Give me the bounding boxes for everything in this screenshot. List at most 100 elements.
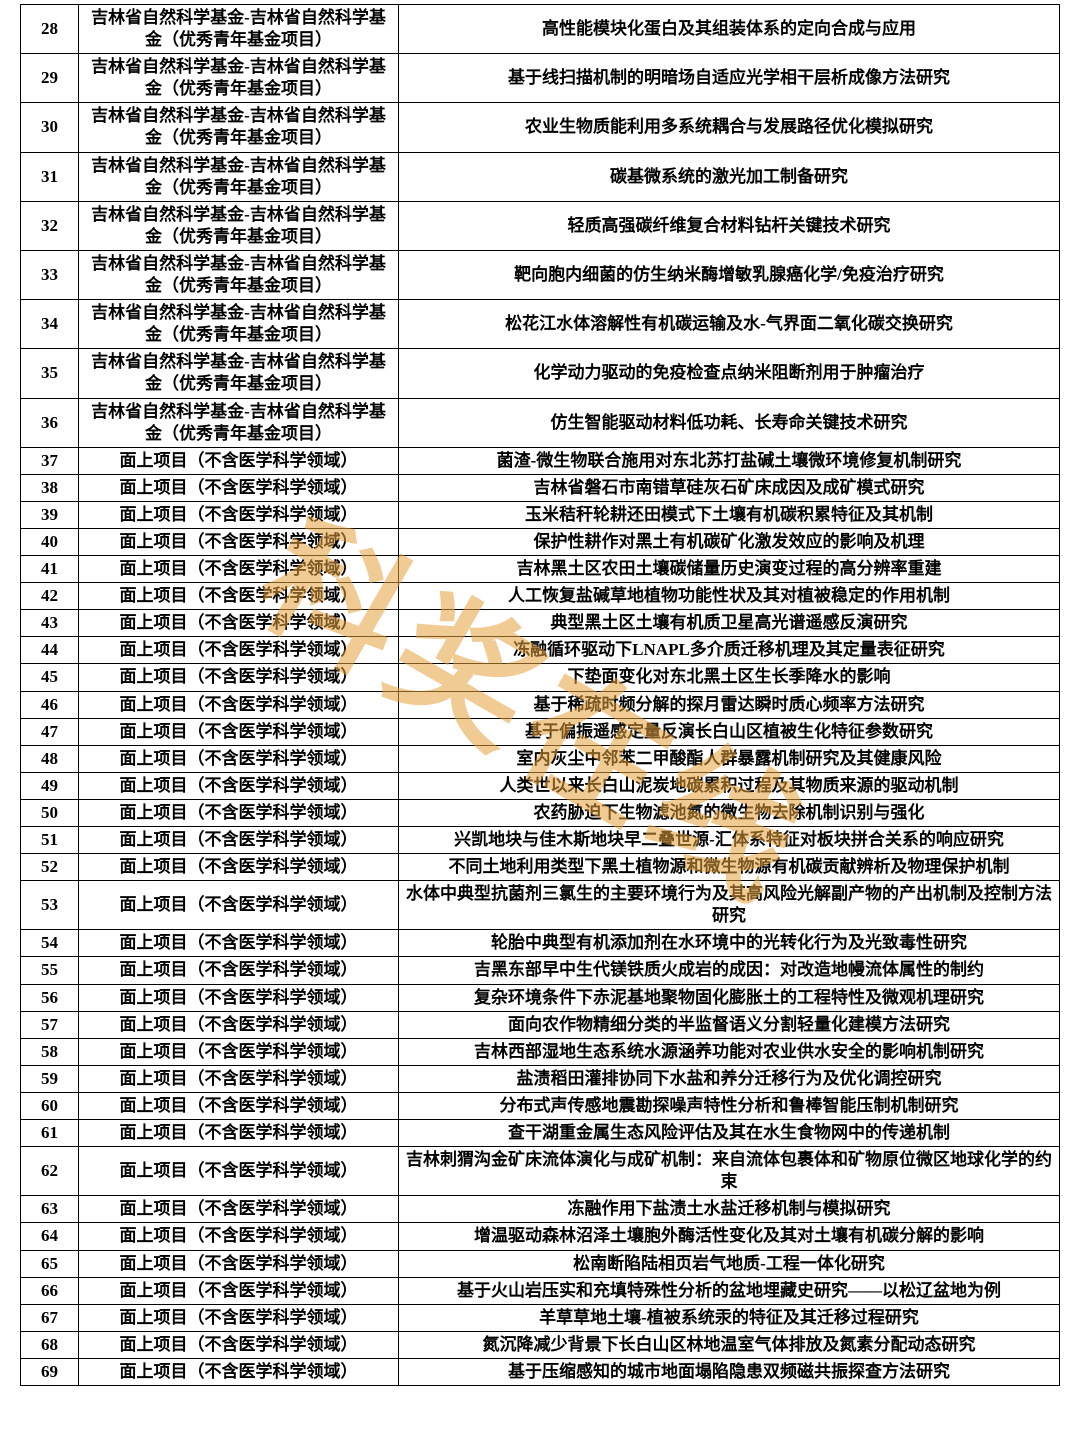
row-number: 57 — [21, 1011, 79, 1038]
table-row: 64面上项目（不含医学科学领域）增温驱动森林沼泽土壤胞外酶活性变化及其对土壤有机… — [21, 1223, 1060, 1250]
row-title: 水体中典型抗菌剂三氯生的主要环境行为及其高风险光解副产物的产出机制及控制方法研究 — [399, 881, 1060, 930]
table-row: 69面上项目（不含医学科学领域）基于压缩感知的城市地面塌陷隐患双频磁共振探查方法… — [21, 1358, 1060, 1385]
table-row: 67面上项目（不含医学科学领域）羊草草地土壤-植被系统汞的特征及其迁移过程研究 — [21, 1304, 1060, 1331]
table-row: 31吉林省自然科学基金-吉林省自然科学基金（优秀青年基金项目）碳基微系统的激光加… — [21, 152, 1060, 201]
projects-table-body: 28吉林省自然科学基金-吉林省自然科学基金（优秀青年基金项目）高性能模块化蛋白及… — [21, 5, 1060, 1386]
row-title: 复杂环境条件下赤泥基地聚物固化膨胀土的工程特性及微观机理研究 — [399, 984, 1060, 1011]
row-category: 面上项目（不含医学科学领域） — [79, 528, 399, 555]
row-category: 面上项目（不含医学科学领域） — [79, 1358, 399, 1385]
table-row: 66面上项目（不含医学科学领域）基于火山岩压实和充填特殊性分析的盆地埋藏史研究—… — [21, 1277, 1060, 1304]
row-category: 面上项目（不含医学科学领域） — [79, 745, 399, 772]
row-title: 基于偏振遥感定量反演长白山区植被生化特征参数研究 — [399, 718, 1060, 745]
row-title: 吉林省磐石市南错草硅灰石矿床成因及成矿模式研究 — [399, 474, 1060, 501]
row-title: 吉林西部湿地生态系统水源涵养功能对农业供水安全的影响机制研究 — [399, 1038, 1060, 1065]
row-category: 面上项目（不含医学科学领域） — [79, 1011, 399, 1038]
row-number: 42 — [21, 583, 79, 610]
table-row: 45面上项目（不含医学科学领域）下垫面变化对东北黑土区生长季降水的影响 — [21, 664, 1060, 691]
row-number: 33 — [21, 250, 79, 299]
row-title: 兴凯地块与佳木斯地块早二叠世源-汇体系特征对板块拼合关系的响应研究 — [399, 827, 1060, 854]
row-category: 吉林省自然科学基金-吉林省自然科学基金（优秀青年基金项目） — [79, 201, 399, 250]
row-category: 面上项目（不含医学科学领域） — [79, 447, 399, 474]
row-title: 化学动力驱动的免疫检查点纳米阻断剂用于肿瘤治疗 — [399, 349, 1060, 398]
row-title: 轻质高强碳纤维复合材料钻杆关键技术研究 — [399, 201, 1060, 250]
row-title: 分布式声传感地震勘探噪声特性分析和鲁棒智能压制机制研究 — [399, 1092, 1060, 1119]
table-row: 32吉林省自然科学基金-吉林省自然科学基金（优秀青年基金项目）轻质高强碳纤维复合… — [21, 201, 1060, 250]
table-row: 49面上项目（不含医学科学领域）人类世以来长白山泥炭地碳累积过程及其物质来源的驱… — [21, 772, 1060, 799]
row-number: 56 — [21, 984, 79, 1011]
row-title: 冻融循环驱动下LNAPL多介质迁移机理及其定量表征研究 — [399, 637, 1060, 664]
table-row: 30吉林省自然科学基金-吉林省自然科学基金（优秀青年基金项目）农业生物质能利用多… — [21, 103, 1060, 152]
row-number: 52 — [21, 854, 79, 881]
table-row: 65面上项目（不含医学科学领域）松南断陷陆相页岩气地质-工程一体化研究 — [21, 1250, 1060, 1277]
table-row: 29吉林省自然科学基金-吉林省自然科学基金（优秀青年基金项目）基于线扫描机制的明… — [21, 54, 1060, 103]
table-row: 62面上项目（不含医学科学领域）吉林刺猬沟金矿床流体演化与成矿机制：来自流体包裹… — [21, 1147, 1060, 1196]
row-number: 47 — [21, 718, 79, 745]
row-title: 农药胁迫下生物滤池氮的微生物去除机制识别与强化 — [399, 799, 1060, 826]
row-category: 面上项目（不含医学科学领域） — [79, 1250, 399, 1277]
row-category: 面上项目（不含医学科学领域） — [79, 1196, 399, 1223]
row-number: 31 — [21, 152, 79, 201]
row-category: 面上项目（不含医学科学领域） — [79, 1147, 399, 1196]
row-category: 面上项目（不含医学科学领域） — [79, 930, 399, 957]
row-title: 农业生物质能利用多系统耦合与发展路径优化模拟研究 — [399, 103, 1060, 152]
table-row: 38面上项目（不含医学科学领域）吉林省磐石市南错草硅灰石矿床成因及成矿模式研究 — [21, 474, 1060, 501]
row-category: 面上项目（不含医学科学领域） — [79, 984, 399, 1011]
row-title: 不同土地利用类型下黑土植物源和微生物源有机碳贡献辨析及物理保护机制 — [399, 854, 1060, 881]
row-category: 吉林省自然科学基金-吉林省自然科学基金（优秀青年基金项目） — [79, 5, 399, 54]
projects-table: 28吉林省自然科学基金-吉林省自然科学基金（优秀青年基金项目）高性能模块化蛋白及… — [20, 4, 1060, 1386]
row-title: 典型黑土区土壤有机质卫星高光谱遥感反演研究 — [399, 610, 1060, 637]
table-row: 46面上项目（不含医学科学领域）基于稀疏时频分解的探月雷达瞬时质心频率方法研究 — [21, 691, 1060, 718]
table-row: 59面上项目（不含医学科学领域）盐渍稻田灌排协同下水盐和养分迁移行为及优化调控研… — [21, 1065, 1060, 1092]
row-category: 吉林省自然科学基金-吉林省自然科学基金（优秀青年基金项目） — [79, 300, 399, 349]
table-row: 33吉林省自然科学基金-吉林省自然科学基金（优秀青年基金项目）靶向胞内细菌的仿生… — [21, 250, 1060, 299]
table-row: 37面上项目（不含医学科学领域）菌渣-微生物联合施用对东北苏打盐碱土壤微环境修复… — [21, 447, 1060, 474]
row-category: 面上项目（不含医学科学领域） — [79, 1277, 399, 1304]
row-category: 面上项目（不含医学科学领域） — [79, 772, 399, 799]
table-row: 50面上项目（不含医学科学领域）农药胁迫下生物滤池氮的微生物去除机制识别与强化 — [21, 799, 1060, 826]
row-category: 面上项目（不含医学科学领域） — [79, 637, 399, 664]
row-title: 吉林刺猬沟金矿床流体演化与成矿机制：来自流体包裹体和矿物原位微区地球化学的约束 — [399, 1147, 1060, 1196]
row-number: 54 — [21, 930, 79, 957]
row-title: 人类世以来长白山泥炭地碳累积过程及其物质来源的驱动机制 — [399, 772, 1060, 799]
row-title: 靶向胞内细菌的仿生纳米酶增敏乳腺癌化学/免疫治疗研究 — [399, 250, 1060, 299]
row-title: 松南断陷陆相页岩气地质-工程一体化研究 — [399, 1250, 1060, 1277]
row-category: 吉林省自然科学基金-吉林省自然科学基金（优秀青年基金项目） — [79, 152, 399, 201]
row-number: 39 — [21, 501, 79, 528]
row-title: 保护性耕作对黑土有机碳矿化激发效应的影响及机理 — [399, 528, 1060, 555]
row-category: 面上项目（不含医学科学领域） — [79, 1304, 399, 1331]
row-number: 50 — [21, 799, 79, 826]
row-title: 冻融作用下盐渍土水盐迁移机制与模拟研究 — [399, 1196, 1060, 1223]
row-title: 基于线扫描机制的明暗场自适应光学相干层析成像方法研究 — [399, 54, 1060, 103]
table-row: 56面上项目（不含医学科学领域）复杂环境条件下赤泥基地聚物固化膨胀土的工程特性及… — [21, 984, 1060, 1011]
row-category: 面上项目（不含医学科学领域） — [79, 854, 399, 881]
table-row: 43面上项目（不含医学科学领域）典型黑土区土壤有机质卫星高光谱遥感反演研究 — [21, 610, 1060, 637]
row-title: 室内灰尘中邻苯二甲酸酯人群暴露机制研究及其健康风险 — [399, 745, 1060, 772]
table-row: 28吉林省自然科学基金-吉林省自然科学基金（优秀青年基金项目）高性能模块化蛋白及… — [21, 5, 1060, 54]
row-title: 仿生智能驱动材料低功耗、长寿命关键技术研究 — [399, 398, 1060, 447]
row-category: 面上项目（不含医学科学领域） — [79, 1331, 399, 1358]
table-row: 34吉林省自然科学基金-吉林省自然科学基金（优秀青年基金项目）松花江水体溶解性有… — [21, 300, 1060, 349]
row-number: 69 — [21, 1358, 79, 1385]
row-number: 41 — [21, 556, 79, 583]
row-number: 49 — [21, 772, 79, 799]
row-title: 轮胎中典型有机添加剂在水环境中的光转化行为及光致毒性研究 — [399, 930, 1060, 957]
row-number: 28 — [21, 5, 79, 54]
table-row: 41面上项目（不含医学科学领域）吉林黑土区农田土壤碳储量历史演变过程的高分辨率重… — [21, 556, 1060, 583]
row-number: 65 — [21, 1250, 79, 1277]
table-row: 40面上项目（不含医学科学领域）保护性耕作对黑土有机碳矿化激发效应的影响及机理 — [21, 528, 1060, 555]
row-title: 基于稀疏时频分解的探月雷达瞬时质心频率方法研究 — [399, 691, 1060, 718]
row-number: 35 — [21, 349, 79, 398]
row-category: 吉林省自然科学基金-吉林省自然科学基金（优秀青年基金项目） — [79, 103, 399, 152]
row-number: 34 — [21, 300, 79, 349]
row-number: 46 — [21, 691, 79, 718]
table-row: 44面上项目（不含医学科学领域）冻融循环驱动下LNAPL多介质迁移机理及其定量表… — [21, 637, 1060, 664]
table-row: 47面上项目（不含医学科学领域）基于偏振遥感定量反演长白山区植被生化特征参数研究 — [21, 718, 1060, 745]
row-title: 盐渍稻田灌排协同下水盐和养分迁移行为及优化调控研究 — [399, 1065, 1060, 1092]
row-category: 面上项目（不含医学科学领域） — [79, 1038, 399, 1065]
row-number: 59 — [21, 1065, 79, 1092]
row-category: 面上项目（不含医学科学领域） — [79, 474, 399, 501]
row-title: 吉黑东部早中生代镁铁质火成岩的成因：对改造地幔流体属性的制约 — [399, 957, 1060, 984]
row-title: 下垫面变化对东北黑土区生长季降水的影响 — [399, 664, 1060, 691]
row-category: 面上项目（不含医学科学领域） — [79, 501, 399, 528]
row-title: 增温驱动森林沼泽土壤胞外酶活性变化及其对土壤有机碳分解的影响 — [399, 1223, 1060, 1250]
